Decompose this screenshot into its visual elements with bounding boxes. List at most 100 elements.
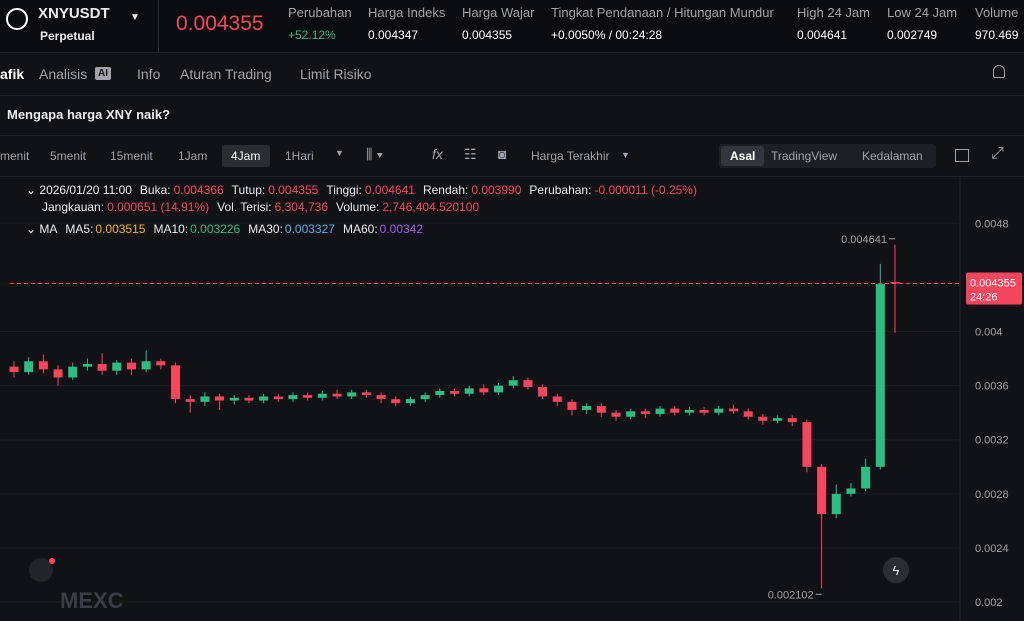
price-tag-countdown: 24:26: [970, 291, 998, 303]
tab[interactable]: afik: [0, 66, 25, 82]
stat-label: High 24 Jam: [797, 5, 870, 20]
fullscreen-icon[interactable]: [955, 149, 969, 162]
collapse-caret: ⌄: [26, 222, 40, 236]
candle-body: [317, 393, 327, 398]
camera-icon[interactable]: ◙: [498, 146, 507, 162]
bell-icon[interactable]: [993, 65, 1005, 78]
candle-type-icon[interactable]: ⫼ ▾: [366, 146, 384, 162]
info-value: 6,304,736: [274, 200, 328, 214]
candle-body: [817, 466, 827, 515]
view-option[interactable]: TradingView: [771, 149, 838, 163]
low-label: 0.002102: [768, 589, 814, 601]
candle-body: [435, 391, 445, 396]
stat-value: +52.12%: [288, 28, 336, 42]
ma-info: ⌄ MA MA5: 0.003515 MA10: 0.003226 MA30: 0.0033…: [26, 222, 431, 236]
stat-label: Harga Wajar: [462, 5, 535, 20]
watermark: MEXC: [60, 588, 124, 613]
logo: [6, 8, 28, 30]
contract: Perpetual: [40, 29, 95, 43]
interval[interactable]: 1Jam: [178, 149, 208, 163]
collapse-caret: ⌄: [26, 183, 40, 197]
lightning-button[interactable]: [883, 557, 909, 583]
symbol[interactable]: XNYUSDT: [38, 5, 110, 22]
y-tick-label: 0.0048: [975, 218, 1009, 230]
candle-body: [787, 418, 797, 423]
candle-body: [758, 416, 768, 421]
info-value: 0.004641: [364, 183, 415, 197]
candle-body: [611, 412, 621, 417]
candle-body: [802, 422, 812, 467]
interval[interactable]: 5menit: [50, 149, 87, 163]
stat-label: Perubahan: [288, 5, 352, 20]
candle-body: [494, 385, 504, 393]
divider: [158, 0, 159, 52]
ma-field-label: MA5:: [65, 222, 94, 236]
tab[interactable]: Limit Risiko: [300, 66, 372, 82]
candle-body: [332, 393, 342, 397]
view-option[interactable]: Kedalaman: [862, 149, 923, 163]
price-tag-value: 0.004355: [970, 277, 1016, 289]
interval[interactable]: menit: [0, 149, 30, 163]
high-label: 0.004641: [841, 234, 887, 246]
candle-body: [699, 409, 709, 413]
caret[interactable]: ▼: [130, 12, 140, 23]
candle-body: [538, 386, 548, 397]
expand-icon[interactable]: ⤢: [991, 145, 1004, 162]
candle-body: [670, 408, 680, 413]
candle-body: [82, 363, 92, 367]
stat-label: Tingkat Pendanaan / Hitungan Mundur: [551, 5, 774, 20]
candle-body: [171, 365, 181, 400]
info-label: Rendah:: [422, 183, 469, 197]
ma-field-value: 0.003327: [284, 222, 335, 236]
banner[interactable]: Mengapa harga XNY naik?: [7, 107, 171, 122]
ai-badge: AI: [95, 67, 111, 80]
interval[interactable]: 4Jam: [231, 149, 261, 163]
info-label: Perubahan:: [529, 183, 592, 197]
top-bar: XNYUSDT ▼ Perpetual 0.004355 Perubahan +5…: [0, 0, 1024, 53]
info-label: Vol. Terisi:: [217, 200, 272, 214]
stat-label: Harga Indeks: [368, 5, 446, 20]
candle-body: [773, 418, 783, 421]
candle-body: [273, 396, 283, 400]
stat-value: 0.004641: [797, 28, 848, 42]
stat-value: +0.0050% / 00:24:28: [551, 28, 663, 42]
candle-body: [24, 361, 34, 373]
layout-icon[interactable]: ☷: [464, 146, 477, 162]
tab[interactable]: Analisis: [39, 66, 88, 82]
candle-body: [875, 284, 885, 467]
view-option[interactable]: Asal: [730, 149, 756, 163]
info-label: Jangkauan:: [42, 200, 105, 214]
draw-tool-button[interactable]: [29, 558, 53, 582]
candle-body: [361, 392, 371, 396]
price-source[interactable]: Harga Terakhir: [531, 149, 610, 163]
candle-body: [303, 395, 313, 398]
candle-body: [141, 361, 151, 370]
y-tick-label: 0.002: [975, 597, 1003, 609]
interval[interactable]: 15menit: [110, 149, 153, 163]
candle-body: [523, 380, 533, 387]
price-tag: [966, 272, 1022, 305]
candle-body: [376, 395, 386, 400]
candle-body: [200, 396, 210, 402]
candle-body: [288, 395, 298, 400]
indicator-icon[interactable]: fx: [432, 146, 443, 162]
tab[interactable]: Info: [137, 66, 161, 82]
candle-body: [156, 361, 166, 366]
interval[interactable]: 1Hari: [285, 149, 314, 163]
candle-body: [38, 361, 48, 370]
tab[interactable]: Aturan Trading: [180, 66, 272, 82]
ma-field-label: MA60:: [342, 222, 378, 236]
candle-body: [450, 391, 459, 394]
info-value: 0.004355: [268, 183, 319, 197]
info-label: Tinggi:: [326, 183, 362, 197]
caret[interactable]: ▼: [621, 150, 630, 160]
toolbar: menit 5menit 15menit 1Jam 4Jam 1Hari ▼ ⫼ ▾ fx…: [0, 135, 1024, 177]
info-label: Buka:: [139, 183, 171, 197]
candle-body: [185, 399, 195, 402]
info-label: Volume:: [336, 200, 380, 214]
caret[interactable]: ▼: [335, 148, 344, 158]
stat-value: 0.002749: [887, 28, 938, 42]
info-value: 2,746,404.520100: [382, 200, 480, 214]
